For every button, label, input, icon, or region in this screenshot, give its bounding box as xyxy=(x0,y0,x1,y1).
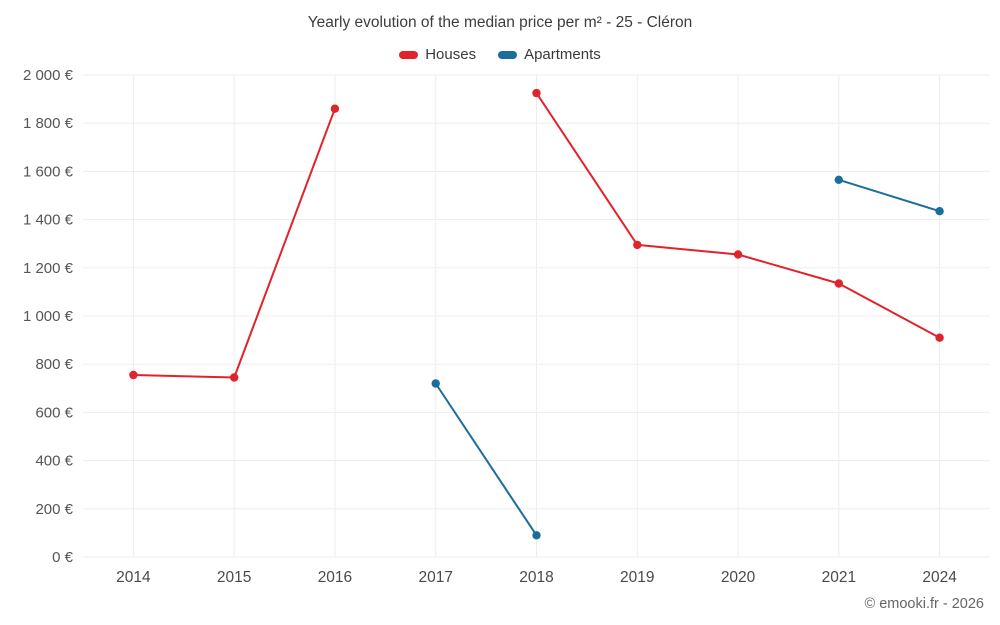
apartments-data-point xyxy=(935,207,944,216)
y-axis-tick-label: 1 400 € xyxy=(23,212,74,229)
legend-label-apartments: Apartments xyxy=(524,46,601,63)
houses-data-point xyxy=(733,250,743,259)
x-axis-tick-label: 2018 xyxy=(519,569,553,586)
y-axis-tick-label: 800 € xyxy=(35,356,73,373)
x-axis-tick-label: 2019 xyxy=(620,569,654,586)
y-axis-tick-label: 1 600 € xyxy=(23,163,74,180)
houses-data-point xyxy=(935,333,944,342)
houses-data-point xyxy=(834,279,843,288)
y-axis-tick-label: 1 200 € xyxy=(23,260,74,277)
y-axis-tick-label: 200 € xyxy=(35,501,73,518)
x-axis-tick-label: 2020 xyxy=(721,569,756,586)
y-axis-tick-label: 1 800 € xyxy=(23,115,74,132)
legend-item-apartments[interactable]: Apartments xyxy=(498,46,601,63)
watermark-credit: © emooki.fr - 2026 xyxy=(864,596,984,612)
x-axis-tick-label: 2017 xyxy=(418,569,452,586)
x-axis-tick-label: 2021 xyxy=(822,569,856,586)
y-axis-tick-label: 1 000 € xyxy=(23,308,74,325)
x-axis-tick-label: 2024 xyxy=(922,569,957,586)
houses-data-point xyxy=(633,240,642,250)
houses-data-point xyxy=(230,373,239,382)
y-axis-tick-label: 0 € xyxy=(52,549,74,566)
apartments-data-point xyxy=(532,531,541,540)
houses-series-marker-icon xyxy=(399,50,419,59)
houses-data-point xyxy=(129,370,138,380)
y-axis-tick-label: 600 € xyxy=(35,404,73,421)
y-axis-tick-label: 2 000 € xyxy=(23,67,74,84)
apartments-series-marker-icon xyxy=(498,50,518,59)
apartments-data-point xyxy=(431,379,440,388)
y-axis-tick-label: 400 € xyxy=(35,453,73,470)
houses-data-point xyxy=(330,104,340,113)
apartments-data-point xyxy=(834,175,843,184)
x-axis-tick-label: 2016 xyxy=(318,569,352,586)
chart-title: Yearly evolution of the median price per… xyxy=(307,14,693,31)
legend-label-houses: Houses xyxy=(425,46,477,63)
apartments-series-line xyxy=(434,178,941,537)
x-axis-tick-label: 2015 xyxy=(217,569,251,586)
chart-legend: Houses Apartments xyxy=(0,46,1000,63)
legend-item-houses[interactable]: Houses xyxy=(399,46,476,63)
x-axis-tick-label: 2014 xyxy=(116,569,151,586)
houses-data-point xyxy=(532,88,541,98)
